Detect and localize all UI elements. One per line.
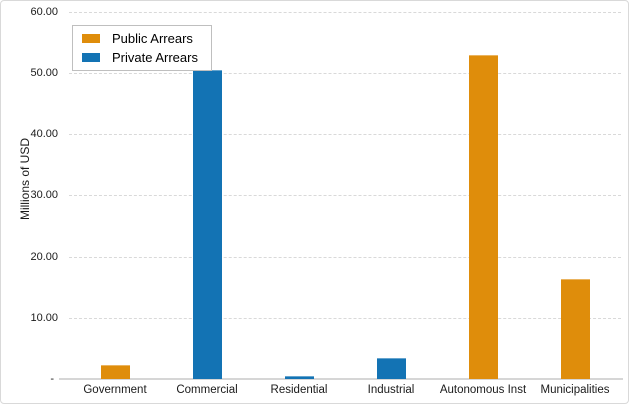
bar-autonomous-inst: [468, 55, 498, 379]
legend-item: Private Arrears: [82, 50, 198, 65]
x-axis-line: [59, 378, 623, 380]
x-axis-label: Residential: [270, 384, 328, 396]
legend-item: Public Arrears: [82, 31, 198, 46]
y-tick-label: 30.00: [30, 189, 58, 202]
y-tick-label: -: [50, 373, 54, 385]
x-axis-label: Autonomous Inst: [439, 384, 527, 396]
bar-industrial: [376, 358, 406, 379]
y-tick-label: 40.00: [30, 128, 58, 141]
bar-government: [100, 364, 130, 379]
gridline-30: [69, 195, 621, 197]
legend: Public Arrears Private Arrears: [72, 25, 212, 71]
gridline-50: [69, 73, 621, 74]
x-axis-label: Government: [83, 384, 147, 396]
gridline-10: [69, 317, 621, 319]
legend-swatch: [82, 53, 100, 62]
gridline-20: [69, 256, 621, 258]
bar-municipalities: [560, 278, 590, 379]
x-axis-label: Industrial: [367, 384, 415, 396]
legend-swatch: [82, 34, 100, 43]
legend-label: Private Arrears: [112, 50, 198, 65]
y-tick-label: 20.00: [30, 250, 58, 263]
x-axis-label: Municipalities: [540, 384, 610, 396]
y-axis-title: Millions of USD: [18, 137, 32, 221]
bar-residential: [284, 375, 314, 379]
x-axis-label: Commercial: [176, 384, 238, 396]
y-tick-label: 60.00: [30, 5, 58, 18]
y-tick-label: 10.00: [30, 311, 58, 324]
y-tick-label: 50.00: [30, 67, 58, 79]
bar-commercial: [192, 69, 222, 379]
legend-label: Public Arrears: [112, 31, 193, 46]
gridline-40: [69, 134, 621, 136]
gridline-60: [69, 11, 621, 13]
